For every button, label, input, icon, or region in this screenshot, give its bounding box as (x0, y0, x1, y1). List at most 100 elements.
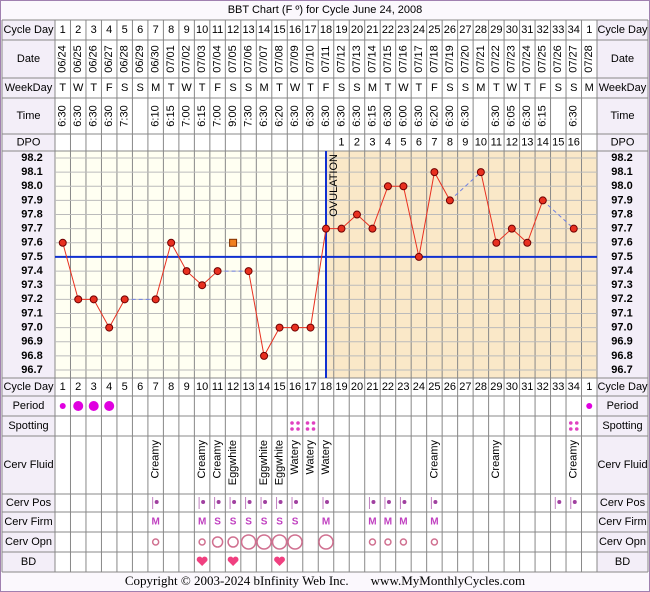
temp-point (322, 224, 330, 233)
cycle-day: 21 (366, 24, 378, 36)
y-tick-label: 97.5 (21, 251, 42, 263)
cycle-day: 19 (335, 381, 347, 393)
date: 07/03 (196, 45, 208, 73)
cerv-fluid: Watery (304, 440, 316, 475)
temp-point (352, 210, 361, 219)
cycle-day: 14 (258, 24, 270, 36)
cycle-day: 5 (122, 381, 128, 393)
weekday: F (431, 82, 438, 94)
cerv-opn (368, 538, 377, 546)
time: 6:15 (366, 105, 378, 126)
cerv-fluid: Watery (320, 440, 332, 475)
time: 6:20 (273, 105, 285, 126)
date: 07/08 (273, 45, 285, 73)
row-label: Cycle Day (597, 24, 648, 36)
cycle-day: 28 (475, 381, 487, 393)
weekday: T (59, 82, 66, 94)
cycle-day: 24 (413, 24, 425, 36)
weekday: S (446, 82, 453, 94)
cycle-day: 12 (227, 381, 239, 393)
cycle-day: 3 (91, 24, 97, 36)
row-label: Cerv Pos (600, 497, 646, 509)
y-tick-label: 98.2 (611, 152, 632, 164)
ovulation-label: OVULATION (328, 154, 340, 217)
cycle-day: 23 (397, 381, 409, 393)
date: 07/11 (320, 46, 332, 73)
row-label: Date (17, 53, 40, 65)
cerv-fluid: Creamy (212, 440, 224, 479)
period (88, 401, 99, 411)
discarded-temp (229, 238, 238, 247)
cycle-day: 34 (568, 381, 580, 393)
cycle-day: 30 (506, 381, 518, 393)
date: 07/24 (521, 45, 533, 73)
time: 7:00 (181, 105, 193, 126)
date: 06/27 (103, 45, 115, 73)
dpo: 15 (552, 136, 564, 148)
y-tick-label: 96.9 (21, 336, 42, 348)
cycle-day: 11 (212, 381, 223, 393)
dpo: 5 (400, 136, 406, 148)
cycle-day: 12 (227, 24, 239, 36)
weekday: S (136, 82, 143, 94)
cerv-firm: M (198, 517, 206, 528)
time: 6:05 (506, 105, 518, 126)
date: 06/30 (150, 45, 162, 73)
date: 07/27 (568, 45, 580, 73)
y-tick-label: 97.1 (611, 307, 632, 319)
weekday: T (307, 82, 314, 94)
cycle-day: 19 (335, 24, 347, 36)
dpo: 1 (338, 136, 344, 148)
cycle-day: 10 (196, 24, 208, 36)
date: 06/24 (57, 45, 69, 73)
weekday: F (539, 82, 546, 94)
temp-point (368, 224, 377, 233)
cycle-day: 26 (444, 381, 456, 393)
row-label: Cerv Opn (5, 536, 52, 548)
cerv-pos (291, 497, 299, 509)
cerv-firm: S (214, 517, 221, 528)
cerv-firm: M (368, 517, 376, 528)
cerv-firm: S (230, 517, 237, 528)
dpo: 8 (447, 136, 453, 148)
y-tick-label: 96.8 (611, 350, 632, 362)
cerv-firm: M (430, 517, 438, 528)
weekday: S (229, 82, 236, 94)
temp-point (198, 281, 207, 290)
temp-point (291, 323, 300, 332)
temp-point (445, 196, 454, 205)
cerv-fluid: Watery (289, 440, 301, 475)
cerv-fluid: Creamy (568, 440, 580, 479)
cycle-day: 26 (444, 24, 456, 36)
row-label: BD (21, 556, 36, 568)
weekday: W (398, 82, 409, 94)
row-label: Spotting (602, 420, 642, 432)
y-tick-label: 97.7 (611, 223, 632, 235)
temp-point (58, 238, 67, 247)
time: 6:30 (568, 105, 580, 126)
weekday: T (168, 82, 175, 94)
row-label: Time (16, 110, 40, 122)
dpo: 4 (385, 136, 391, 148)
weekday: T (524, 82, 531, 94)
temp-point (492, 238, 501, 247)
y-tick-label: 97.9 (21, 194, 42, 206)
cerv-firm: S (245, 517, 252, 528)
dpo: 6 (416, 136, 422, 148)
cerv-firm: M (399, 517, 407, 528)
bd-heart (196, 556, 208, 566)
y-tick-label: 97.8 (611, 208, 632, 220)
cycle-day: 13 (242, 24, 254, 36)
temp-point (213, 267, 222, 276)
cerv-firm: M (151, 517, 159, 528)
dpo: 11 (491, 136, 502, 148)
cerv-pos (384, 497, 391, 509)
spotting (568, 421, 579, 431)
cycle-day: 33 (552, 381, 564, 393)
time: 6:15 (165, 105, 177, 126)
weekday: T (199, 82, 206, 94)
cycle-day: 1 (60, 381, 66, 393)
cycle-day: 16 (289, 381, 301, 393)
date: 06/25 (72, 45, 84, 73)
date: 07/07 (258, 45, 270, 73)
